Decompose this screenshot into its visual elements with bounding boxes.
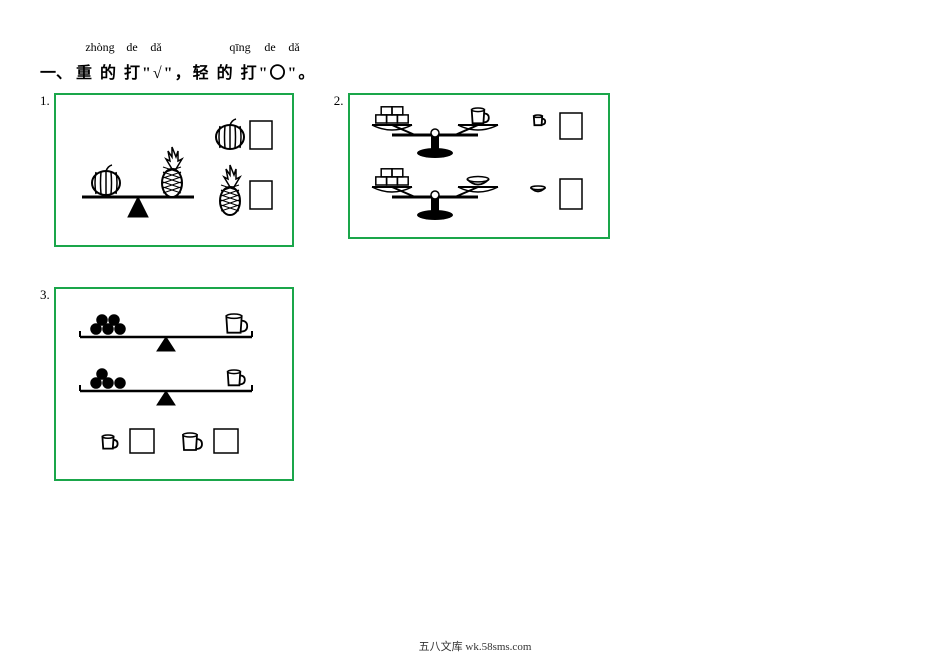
question: 2. — [334, 93, 610, 247]
pinyin-syllable: qīng — [222, 40, 258, 55]
heading-number: 一、 — [40, 65, 72, 82]
answer-box[interactable] — [250, 121, 272, 149]
heading-text: 重 的 打"√"，轻 的 打"〇"。 — [76, 65, 316, 82]
pinyin-syllable: de — [258, 40, 282, 55]
pinyin-row: zhòngdedǎqīngdedǎ — [80, 40, 910, 55]
question: 1. — [40, 93, 294, 247]
questions-container: 1. 2. 3. — [40, 93, 910, 481]
title-row: 一、 重 的 打"√"，轻 的 打"〇"。 — [40, 59, 910, 83]
answer-box[interactable] — [130, 429, 154, 453]
footer: 五八文库 wk.58sms.com — [0, 638, 950, 654]
question-illustration — [356, 101, 602, 231]
question-number: 3. — [40, 287, 50, 303]
pinyin-syllable: dǎ — [144, 40, 168, 55]
question: 3. — [40, 287, 294, 481]
question-illustration — [62, 295, 286, 473]
answer-box[interactable] — [214, 429, 238, 453]
pinyin-syllable: dǎ — [282, 40, 306, 55]
pinyin-syllable: de — [120, 40, 144, 55]
question-box — [348, 93, 610, 239]
question-illustration — [62, 101, 286, 239]
question-box — [54, 287, 294, 481]
question-number: 1. — [40, 93, 50, 109]
pinyin-syllable: zhòng — [80, 40, 120, 55]
question-number: 2. — [334, 93, 344, 109]
answer-box[interactable] — [250, 181, 272, 209]
answer-box[interactable] — [560, 179, 582, 209]
answer-box[interactable] — [560, 113, 582, 139]
question-box — [54, 93, 294, 247]
